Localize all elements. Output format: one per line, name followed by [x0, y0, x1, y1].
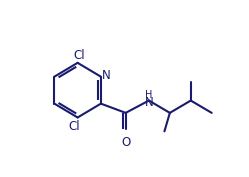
Text: O: O [121, 136, 130, 149]
Text: Cl: Cl [73, 49, 85, 62]
Text: H: H [145, 90, 153, 100]
Text: N: N [102, 69, 111, 82]
Text: Cl: Cl [68, 120, 80, 133]
Text: N: N [145, 96, 153, 109]
